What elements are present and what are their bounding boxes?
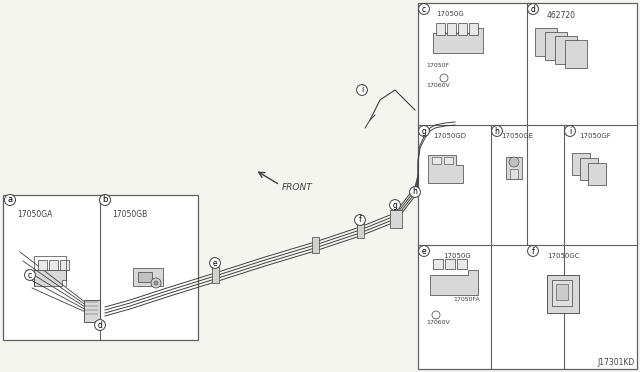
Text: e: e <box>212 259 218 267</box>
Bar <box>38 260 47 270</box>
Bar <box>565 40 587 68</box>
Bar <box>312 237 319 253</box>
Bar <box>556 284 568 300</box>
Circle shape <box>509 157 519 167</box>
Bar <box>545 32 567 60</box>
Text: h: h <box>495 126 499 135</box>
Bar <box>212 267 219 283</box>
Bar <box>133 268 163 286</box>
Bar <box>357 222 364 238</box>
Bar <box>572 153 590 175</box>
Bar <box>432 157 441 164</box>
Text: 17050G: 17050G <box>443 253 471 259</box>
Text: e: e <box>422 247 426 256</box>
Text: J17301KD: J17301KD <box>598 358 635 367</box>
Bar <box>444 157 453 164</box>
Bar <box>49 260 58 270</box>
Bar <box>390 210 402 228</box>
Bar <box>436 23 445 35</box>
Polygon shape <box>34 270 66 286</box>
Text: c: c <box>422 4 426 13</box>
Bar <box>433 259 443 269</box>
Text: 17050GB: 17050GB <box>112 210 147 219</box>
Text: f: f <box>532 247 534 256</box>
Text: 462720: 462720 <box>547 11 576 20</box>
Text: 17050FA: 17050FA <box>453 297 480 302</box>
Bar <box>580 158 598 180</box>
Bar <box>445 259 455 269</box>
Bar <box>84 300 100 322</box>
Bar <box>458 23 467 35</box>
Text: 17060V: 17060V <box>426 83 450 88</box>
Bar <box>506 157 522 179</box>
Text: d: d <box>97 321 102 330</box>
Text: 17050GE: 17050GE <box>501 133 533 139</box>
Text: c: c <box>28 270 32 279</box>
Polygon shape <box>430 270 478 295</box>
Bar <box>3 195 198 340</box>
Text: 17060V: 17060V <box>426 320 450 325</box>
Bar <box>469 23 478 35</box>
Text: 17050F: 17050F <box>426 63 449 68</box>
Bar <box>60 260 69 270</box>
Bar <box>510 169 518 179</box>
Polygon shape <box>433 28 483 53</box>
Text: 17050GD: 17050GD <box>433 133 466 139</box>
Text: 17050G: 17050G <box>436 11 464 17</box>
Bar <box>547 275 579 313</box>
Bar <box>138 272 152 282</box>
Text: f: f <box>358 215 362 224</box>
Text: 17050GA: 17050GA <box>17 210 52 219</box>
Text: FRONT: FRONT <box>282 183 313 192</box>
Text: i: i <box>569 126 571 135</box>
Text: i: i <box>361 86 363 94</box>
Polygon shape <box>428 155 463 183</box>
Bar <box>457 259 467 269</box>
Text: 17050GF: 17050GF <box>579 133 611 139</box>
Bar <box>535 28 557 56</box>
Circle shape <box>154 281 158 285</box>
Circle shape <box>151 278 161 288</box>
Text: b: b <box>102 196 108 205</box>
Text: d: d <box>531 4 536 13</box>
Text: g: g <box>392 201 397 209</box>
Text: g: g <box>422 126 426 135</box>
Bar <box>555 36 577 64</box>
Bar <box>447 23 456 35</box>
Bar <box>418 3 637 369</box>
Bar <box>552 280 572 306</box>
Text: 17050GC: 17050GC <box>547 253 579 259</box>
Text: h: h <box>413 187 417 196</box>
Bar <box>588 163 606 185</box>
Text: a: a <box>8 196 13 205</box>
